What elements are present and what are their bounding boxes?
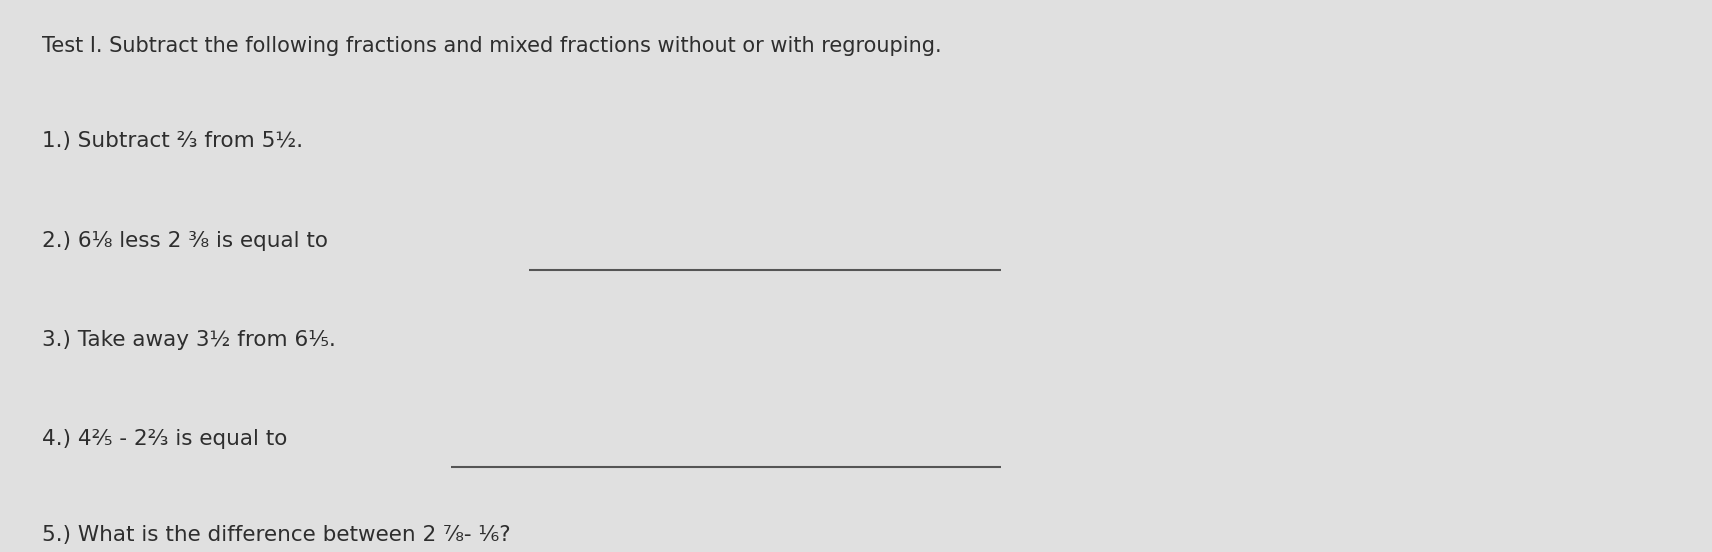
Text: 4.) 4⅖ - 2⅔ is equal to: 4.) 4⅖ - 2⅔ is equal to xyxy=(41,429,288,449)
Text: 3.) Take away 3½ from 6⅕.: 3.) Take away 3½ from 6⅕. xyxy=(41,330,336,350)
Text: 5.) What is the difference between 2 ⅞- ⅙?: 5.) What is the difference between 2 ⅞- … xyxy=(41,525,510,545)
Text: 2.) 6⅛ less 2 ⅜ is equal to: 2.) 6⅛ less 2 ⅜ is equal to xyxy=(41,231,327,251)
Text: Test I. Subtract the following fractions and mixed fractions without or with reg: Test I. Subtract the following fractions… xyxy=(41,36,942,56)
Text: 1.) Subtract ⅔ from 5½.: 1.) Subtract ⅔ from 5½. xyxy=(41,131,303,151)
